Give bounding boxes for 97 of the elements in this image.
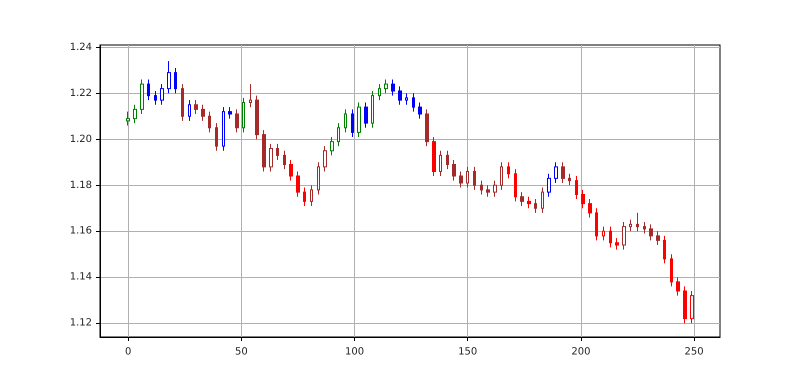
candlestick bbox=[303, 187, 306, 206]
candlestick bbox=[147, 78, 150, 101]
y-tick-label: 1.14 bbox=[70, 272, 92, 283]
x-tick-label: 150 bbox=[458, 346, 478, 358]
x-tick-label: 100 bbox=[344, 346, 364, 358]
candlestick bbox=[222, 106, 225, 152]
candlestick bbox=[140, 78, 144, 114]
candlestick bbox=[412, 92, 415, 112]
candlestick bbox=[391, 78, 395, 96]
candlestick bbox=[643, 222, 646, 234]
candlestick bbox=[249, 84, 252, 108]
candlestick bbox=[649, 224, 653, 241]
x-tick-label: 50 bbox=[234, 346, 248, 358]
candlestick bbox=[446, 150, 449, 170]
candlestick bbox=[547, 173, 551, 198]
candlestick bbox=[473, 166, 476, 190]
y-tick-label: 1.18 bbox=[70, 180, 92, 191]
candlestick bbox=[588, 198, 592, 218]
candlestick bbox=[296, 170, 300, 198]
candlestick bbox=[418, 102, 422, 120]
candlestick bbox=[527, 196, 531, 209]
candlestick bbox=[310, 184, 313, 206]
x-tick-label: 0 bbox=[124, 346, 132, 358]
candlestick bbox=[629, 219, 632, 232]
candlestick bbox=[276, 143, 279, 160]
y-tick-label: 1.16 bbox=[70, 226, 92, 237]
candlestick bbox=[181, 84, 184, 122]
candlestick bbox=[595, 208, 598, 241]
candlestick bbox=[126, 111, 130, 126]
candlestick bbox=[398, 86, 402, 106]
candlestick bbox=[663, 235, 666, 264]
candlestick bbox=[174, 67, 177, 94]
candlestick bbox=[154, 90, 157, 106]
candlestick bbox=[317, 162, 320, 195]
candlestick bbox=[235, 108, 239, 133]
y-tick-label: 1.22 bbox=[70, 88, 92, 99]
candlestick bbox=[194, 100, 198, 114]
candlestick bbox=[357, 102, 361, 138]
x-tick-label: 200 bbox=[571, 346, 590, 358]
candlestick bbox=[466, 166, 469, 188]
candlestick bbox=[636, 212, 639, 232]
candlestick bbox=[575, 176, 578, 200]
candlestick bbox=[690, 290, 694, 324]
candlestick bbox=[378, 84, 381, 101]
candlestick bbox=[520, 192, 524, 206]
candlestick bbox=[554, 162, 558, 184]
candlestick bbox=[432, 136, 436, 177]
candlestick bbox=[425, 108, 429, 147]
candlestick bbox=[337, 122, 340, 147]
candlestick bbox=[323, 146, 327, 172]
candlestick bbox=[283, 150, 286, 170]
candlestick bbox=[615, 238, 619, 250]
y-tick-label: 1.24 bbox=[70, 42, 92, 53]
candlestick bbox=[133, 104, 137, 124]
candlestick bbox=[269, 143, 273, 172]
candlestick bbox=[561, 162, 565, 184]
candlestick bbox=[167, 60, 171, 94]
candlestick bbox=[371, 90, 374, 128]
candlestick bbox=[201, 104, 205, 122]
candlestick bbox=[215, 122, 218, 152]
x-tick-label: 250 bbox=[684, 346, 704, 358]
candlestick bbox=[255, 95, 259, 140]
candlestick bbox=[208, 111, 211, 133]
candlestick bbox=[486, 184, 490, 198]
candlestick bbox=[609, 226, 612, 248]
y-tick-label: 1.20 bbox=[70, 134, 92, 145]
candlestick bbox=[683, 286, 687, 324]
candlestick bbox=[262, 130, 266, 172]
candlestick bbox=[439, 150, 442, 177]
candlestick bbox=[480, 180, 483, 195]
candlestick bbox=[670, 254, 673, 287]
candlestick bbox=[514, 168, 517, 202]
candlestick bbox=[656, 230, 660, 246]
candlestick bbox=[188, 100, 191, 122]
candlestick bbox=[160, 84, 164, 106]
candlestick bbox=[534, 198, 537, 214]
candlestick bbox=[364, 102, 368, 128]
candlestick bbox=[602, 226, 605, 241]
candlestick bbox=[507, 162, 510, 179]
candlestick bbox=[568, 173, 571, 186]
candlestick bbox=[459, 170, 463, 188]
candlestick bbox=[581, 189, 585, 209]
candlestick bbox=[384, 78, 388, 94]
candlestick bbox=[541, 187, 544, 214]
candlestick bbox=[344, 108, 347, 133]
y-tick-label: 1.12 bbox=[70, 318, 92, 329]
candlestick bbox=[289, 159, 293, 182]
candlestick bbox=[493, 180, 497, 198]
candlestick bbox=[330, 136, 334, 156]
candlestick bbox=[622, 222, 626, 250]
candlestick bbox=[452, 159, 456, 182]
candlestick bbox=[351, 108, 354, 138]
candlestick bbox=[242, 97, 245, 133]
candlestick bbox=[228, 106, 232, 120]
candlestick bbox=[405, 92, 408, 106]
candlestick bbox=[500, 162, 503, 190]
candlestick bbox=[676, 276, 680, 296]
